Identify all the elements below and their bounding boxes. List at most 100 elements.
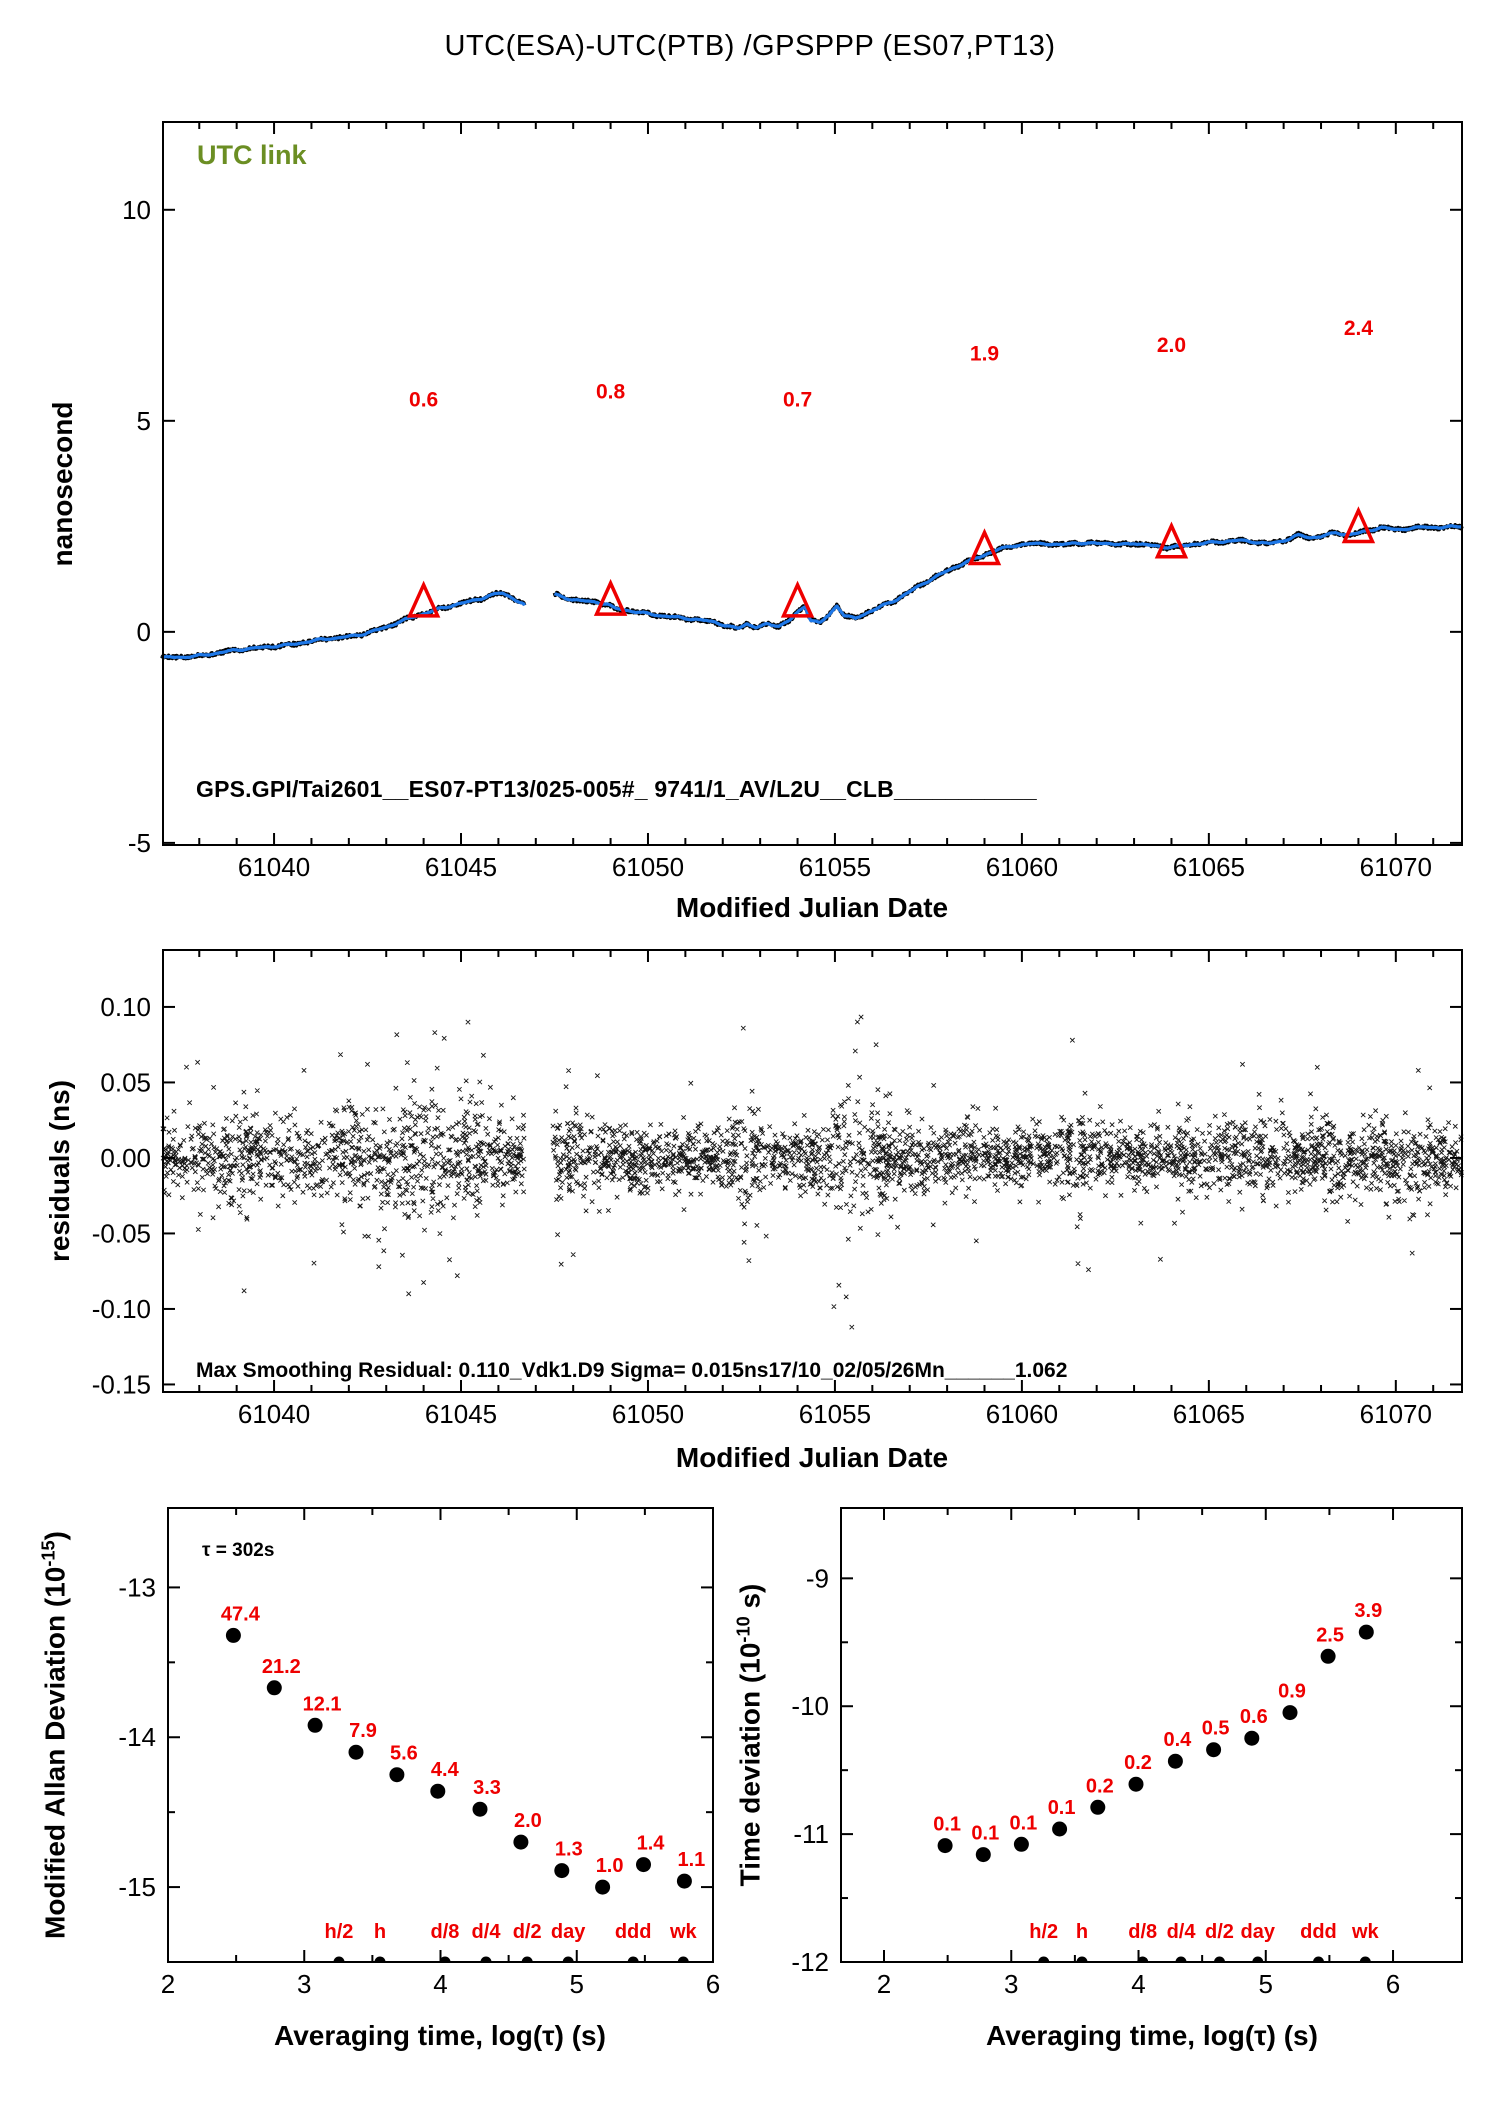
tdev-data-point-label: 0.6 [1240,1706,1268,1728]
tdev-panel-x-tick-label: 4 [1131,1969,1145,1999]
tdev-panel-x-tick-label: 5 [1259,1969,1273,1999]
residual-panel-x-tick-label: 61060 [986,1399,1058,1429]
residual-panel-x-tick-label: 61055 [799,1399,871,1429]
mdev-x-axis-title: Averaging time, log(τ) (s) [274,2020,606,2051]
tdev-tau-unit-label: ddd [1300,1921,1337,1943]
top-panel-x-tick-label: 61050 [612,852,684,882]
tdev-panel-x-tick-label: 6 [1386,1969,1400,1999]
calibration-value-label: 2.0 [1157,334,1186,357]
mdev-tau-unit-label: d/8 [431,1921,460,1943]
mdev-ylabel-sup: -15 [38,1540,59,1567]
residual-panel-y-tick-label: 0.05 [100,1067,151,1097]
mdev-panel-y-tick-label: -15 [118,1872,156,1902]
mdev-data-point-label: 1.3 [555,1839,583,1861]
tdev-data-point-label: 0.1 [1048,1797,1076,1819]
mdev-ylabel-post: ) [39,1531,71,1541]
tdev-ylabel-sup: -10 [733,1616,754,1643]
residual-x-axis-title: Modified Julian Date [675,1442,949,1473]
residual-panel-y-tick-label: 0.00 [100,1143,151,1173]
top-y-axis-title: nanosecond [47,401,78,567]
tdev-tau-unit-marker [1252,1956,1264,1962]
residual-scatter-points [160,1014,1464,1330]
mdev-tau-unit-marker [521,1956,533,1962]
mdev-tau-unit-label: h/2 [325,1921,354,1943]
page-title: UTC(ESA)-UTC(PTB) /GPSPPP (ES07,PT13) [444,30,1056,62]
calibration-triangle-marker [967,528,1002,566]
mdev-data-point [554,1863,570,1879]
mdev-data-point-label: 47.4 [221,1603,261,1625]
residual-panel-x-tick-label: 61040 [238,1399,310,1429]
mdev-data-point [676,1873,692,1889]
residual-panel-y-tick-label: -0.05 [92,1218,151,1248]
mdev-data-point-label: 1.0 [596,1855,624,1877]
tdev-panel-x-tick-label: 3 [1004,1969,1018,1999]
tdev-data-point [1128,1776,1144,1792]
tdev-data-point-label: 0.2 [1124,1752,1152,1774]
residual-stats-label: Max Smoothing Residual: 0.110_Vdk1.D9 Si… [196,1359,1068,1382]
tdev-panel-x-tick-label: 2 [877,1969,891,1999]
top-panel-frame [162,121,1463,846]
mdev-tau-unit-label: d/2 [513,1921,542,1943]
residual-panel-x-tick-label: 61070 [1360,1399,1432,1429]
tdev-tau-unit-marker [1313,1956,1324,1962]
tdev-data-point-label: 0.1 [1009,1812,1037,1834]
mdev-data-point [389,1767,405,1783]
tdev-panel-y-tick-label: -9 [806,1563,829,1593]
top-panel-y-tick-label: 5 [137,406,151,436]
residual-panel-x-tick-label: 61065 [1173,1399,1245,1429]
mdev-tau-unit-marker [627,1956,639,1962]
tdev-panel-frame [840,1507,1463,1963]
tdev-data-point [1244,1730,1260,1746]
mdev-data-point [472,1801,488,1817]
tdev-tau-unit-label: d/2 [1205,1921,1234,1943]
top-panel-x-tick-label: 61040 [238,852,310,882]
mdev-data-point [348,1744,364,1760]
top-x-axis-title: Modified Julian Date [675,892,949,923]
calibration-value-label: 0.8 [596,380,626,403]
tdev-tau-unit-label: day [1241,1921,1276,1943]
mdev-panel-x-tick-label: 2 [161,1969,175,1999]
tdev-data-point [937,1838,953,1854]
top-panel-y-tick-label: 0 [137,617,151,647]
mdev-tau-unit-marker [677,1956,689,1962]
mdev-panel-x-tick-label: 4 [433,1969,447,1999]
mdev-y-axis-title: Modified Allan Deviation (10-15) [38,1531,71,1939]
top-panel-x-tick-label: 61055 [799,852,871,882]
mdev-tau-unit-marker [439,1956,451,1962]
mdev-data-point-label: 2.0 [514,1810,542,1832]
top-panel-x-tick-label: 61060 [986,852,1058,882]
mdev-tau-unit-label: ddd [615,1921,652,1943]
mdev-tau-unit-marker [480,1956,492,1962]
tdev-data-point [1320,1648,1336,1664]
mdev-data-point-label: 7.9 [349,1720,377,1742]
tdev-ylabel-post: s) [734,1583,766,1617]
utc-curve-blue [161,524,1463,660]
tdev-data-point [975,1847,991,1863]
mdev-panel-y-tick-label: -14 [118,1722,156,1752]
tdev-tau-unit-marker [1359,1956,1371,1962]
top-panel-x-tick-label: 61045 [425,852,497,882]
mdev-data-point [307,1717,323,1733]
residual-panel-frame [162,949,1463,1393]
tdev-tau-unit-label: wk [1351,1921,1380,1943]
mdev-tau-unit-label: h [374,1921,386,1943]
tdev-tau-unit-marker [1214,1956,1225,1962]
mdev-tau-unit-label: wk [669,1921,698,1943]
mdev-data-point-label: 3.3 [473,1777,501,1799]
tdev-y-axis-title: Time deviation (10-10 s) [733,1584,766,1887]
utc-link-label: UTC link [197,140,307,170]
mdev-data-point [266,1680,282,1696]
tdev-data-point [1358,1624,1374,1640]
mdev-tau-unit-marker [562,1956,574,1962]
mdev-panel-frame [167,1507,714,1963]
calibration-triangle-marker [406,580,441,618]
calibration-triangle-marker [1154,521,1189,559]
tdev-tau-unit-label: d/4 [1167,1921,1197,1943]
mdev-data-point-label: 4.4 [431,1759,460,1781]
mdev-data-point-label: 1.1 [677,1849,705,1871]
tdev-data-point [1206,1742,1222,1758]
tdev-x-axis-title: Averaging time, log(τ) (s) [986,2020,1318,2051]
top-panel-x-tick-label: 61065 [1173,852,1245,882]
